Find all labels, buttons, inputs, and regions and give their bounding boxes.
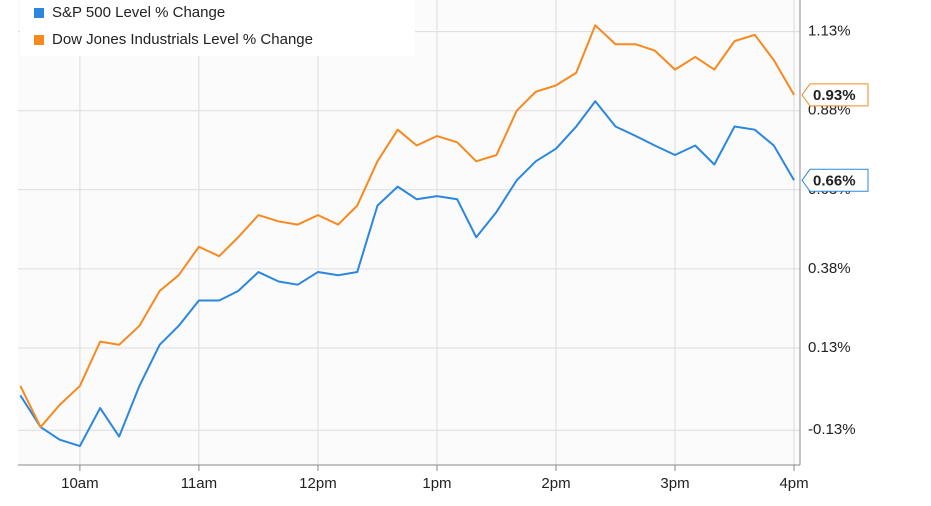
y-tick-label: 0.38% [808,260,851,277]
series-line [19,24,795,429]
x-tick-label: 3pm [660,475,689,492]
x-tick-label: 11am [181,475,217,492]
y-tick-label: 0.13% [808,339,851,356]
end-label-box [801,83,869,107]
y-tick-label: -0.13% [808,421,856,438]
legend-label: S&P 500 Level % Change [52,4,225,21]
legend-box [20,0,415,56]
legend-swatch [34,35,44,45]
end-label: 0.66% [813,172,856,189]
y-tick-label: 1.13% [808,23,851,40]
x-tick-label: 4pm [779,475,808,492]
plot-area [18,0,800,465]
x-tick-label: 2pm [541,475,570,492]
x-tick-label: 12pm [299,475,337,492]
end-label: 0.93% [813,87,856,104]
end-label-box [801,168,869,192]
x-tick-label: 10am [61,475,99,492]
series-line [19,100,795,448]
legend-label: Dow Jones Industrials Level % Change [52,31,313,48]
x-tick-label: 1pm [422,475,451,492]
legend-swatch [34,8,44,18]
